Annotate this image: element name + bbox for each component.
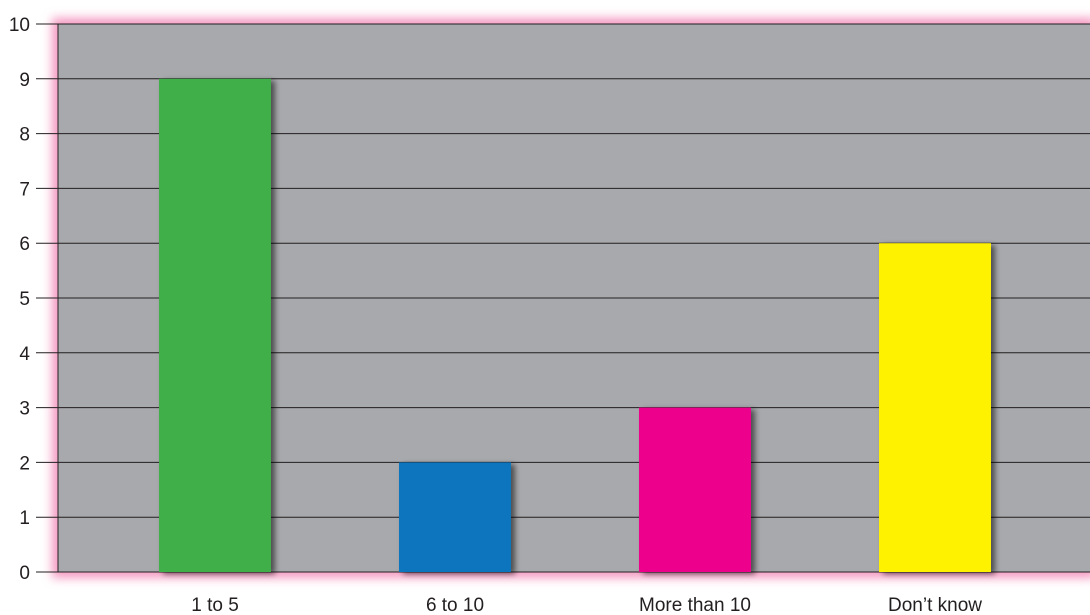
y-tick-label: 0 (19, 563, 30, 584)
x-axis: 1 to 5 6 to 10 More than 10 Don’t know (191, 595, 982, 615)
y-tick-label: 2 (19, 453, 30, 474)
y-tick-label: 5 (19, 289, 30, 310)
bar (639, 407, 751, 572)
bar (399, 462, 511, 572)
bar (879, 243, 991, 572)
x-tick-label: Don’t know (888, 595, 982, 615)
x-tick-label: More than 10 (639, 595, 751, 615)
y-tick-label: 4 (19, 344, 30, 365)
bar (159, 78, 271, 573)
y-tick-label: 9 (19, 70, 30, 91)
y-axis: 0 1 2 3 4 5 6 7 8 9 10 (9, 15, 59, 584)
y-tick-label: 1 (19, 508, 30, 529)
y-tick-label: 10 (9, 15, 30, 36)
bars (159, 78, 991, 573)
y-tick-label: 7 (19, 179, 30, 200)
y-tick-label: 8 (19, 125, 30, 146)
y-tick-label: 3 (19, 399, 30, 420)
x-tick-label: 6 to 10 (426, 595, 484, 615)
y-tick-label: 6 (19, 234, 30, 255)
x-tick-label: 1 to 5 (191, 595, 239, 615)
